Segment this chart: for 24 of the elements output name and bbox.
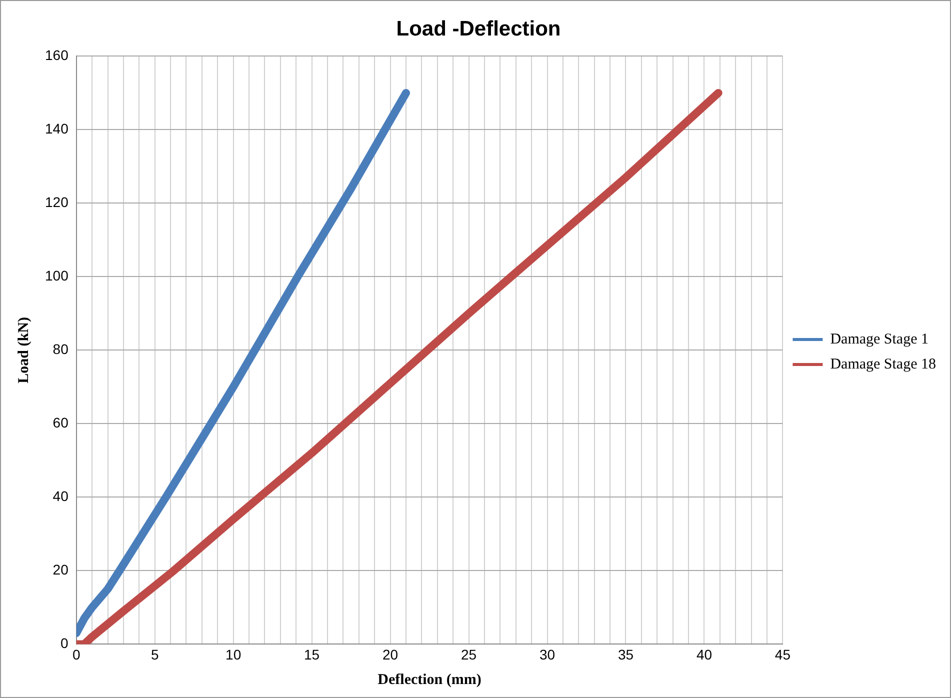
y-axis-title: Load (kN)	[16, 317, 32, 384]
x-tick-label: 5	[150, 646, 159, 662]
y-tick-label: 100	[45, 268, 69, 284]
x-tick-label: 0	[72, 646, 80, 662]
y-tick-label: 20	[52, 562, 69, 578]
x-tick-label: 45	[774, 646, 791, 662]
x-tick-label: 15	[304, 646, 320, 662]
x-tick-label: 40	[696, 646, 712, 662]
y-tick-label: 160	[45, 47, 69, 64]
y-tick-label: 140	[45, 120, 69, 137]
y-tick-label: 80	[52, 341, 69, 358]
x-tick-label: 10	[226, 646, 242, 662]
x-axis-title: Deflection (mm)	[378, 672, 482, 688]
x-tick-label: 35	[618, 646, 634, 662]
x-tick-label: 25	[460, 646, 477, 662]
chart-title: Load -Deflection	[396, 17, 561, 40]
legend-label: Damage Stage 18	[830, 356, 936, 372]
y-tick-label: 0	[60, 635, 69, 652]
x-tick-label: 30	[539, 646, 556, 662]
y-tick-label: 120	[45, 194, 69, 210]
x-tick-label: 20	[382, 646, 398, 662]
y-tick-label: 60	[52, 414, 69, 431]
y-tick-label: 40	[52, 488, 69, 504]
legend-label: Damage Stage 1	[830, 331, 929, 348]
